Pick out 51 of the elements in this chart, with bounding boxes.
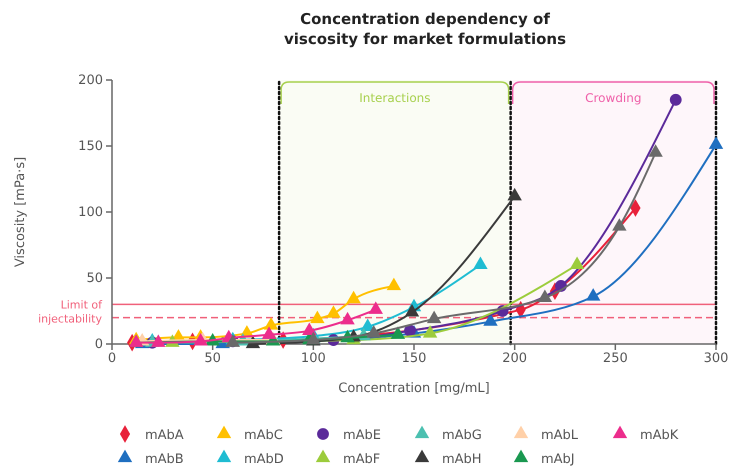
point [473, 256, 488, 269]
point [368, 301, 383, 314]
point [612, 218, 627, 231]
legend-label: mAbE [343, 428, 382, 443]
x-axis-title: Concentration [mg/mL] [338, 381, 490, 396]
legend-label: mAbB [145, 452, 184, 467]
point [507, 188, 522, 200]
point [708, 136, 724, 149]
point [346, 290, 361, 304]
legend-label: mAbF [343, 452, 380, 467]
x-tick-label: 200 [502, 351, 528, 366]
y-tick-label: 50 [86, 271, 103, 286]
point [310, 310, 325, 324]
legend-label: mAbJ [541, 452, 575, 467]
legend-label: mAbG [442, 428, 482, 443]
band-label: Crowding [585, 91, 642, 105]
x-tick-label: 50 [204, 351, 221, 366]
y-tick-label: 100 [78, 205, 103, 220]
point [404, 304, 420, 316]
band-label: Interactions [359, 91, 431, 105]
point [151, 334, 166, 347]
point [262, 326, 276, 339]
legend-label: mAbD [244, 452, 284, 467]
y-tick-label: 0 [94, 337, 103, 352]
legend-label: mAbH [442, 452, 482, 467]
legend-label: mAbA [145, 428, 184, 443]
y-axis-title: Viscosity [mPa·s] [13, 156, 28, 268]
x-tick-label: 0 [108, 351, 116, 366]
point [264, 317, 278, 330]
x-tick-label: 300 [704, 351, 728, 366]
point [386, 278, 402, 290]
point [366, 325, 381, 338]
point [648, 144, 663, 157]
point [390, 326, 406, 339]
point [538, 289, 552, 302]
point [426, 310, 442, 324]
point [586, 288, 600, 301]
legend-label: mAbC [244, 428, 283, 443]
legend-label: mAbL [541, 428, 579, 443]
point [422, 325, 438, 338]
y-tick-label: 150 [78, 139, 103, 154]
point [570, 256, 584, 269]
y-tick-label: 200 [78, 73, 103, 88]
ref-line-label: Limit of injectability [38, 298, 104, 326]
x-tick-label: 250 [602, 351, 628, 366]
chart-title: Concentration dependency of viscosity for market formulations [284, 10, 566, 48]
point [326, 305, 341, 318]
x-tick-label: 100 [300, 351, 326, 366]
point [340, 312, 355, 324]
x-tick-label: 150 [402, 351, 426, 366]
legend-label: mAbK [640, 428, 679, 443]
